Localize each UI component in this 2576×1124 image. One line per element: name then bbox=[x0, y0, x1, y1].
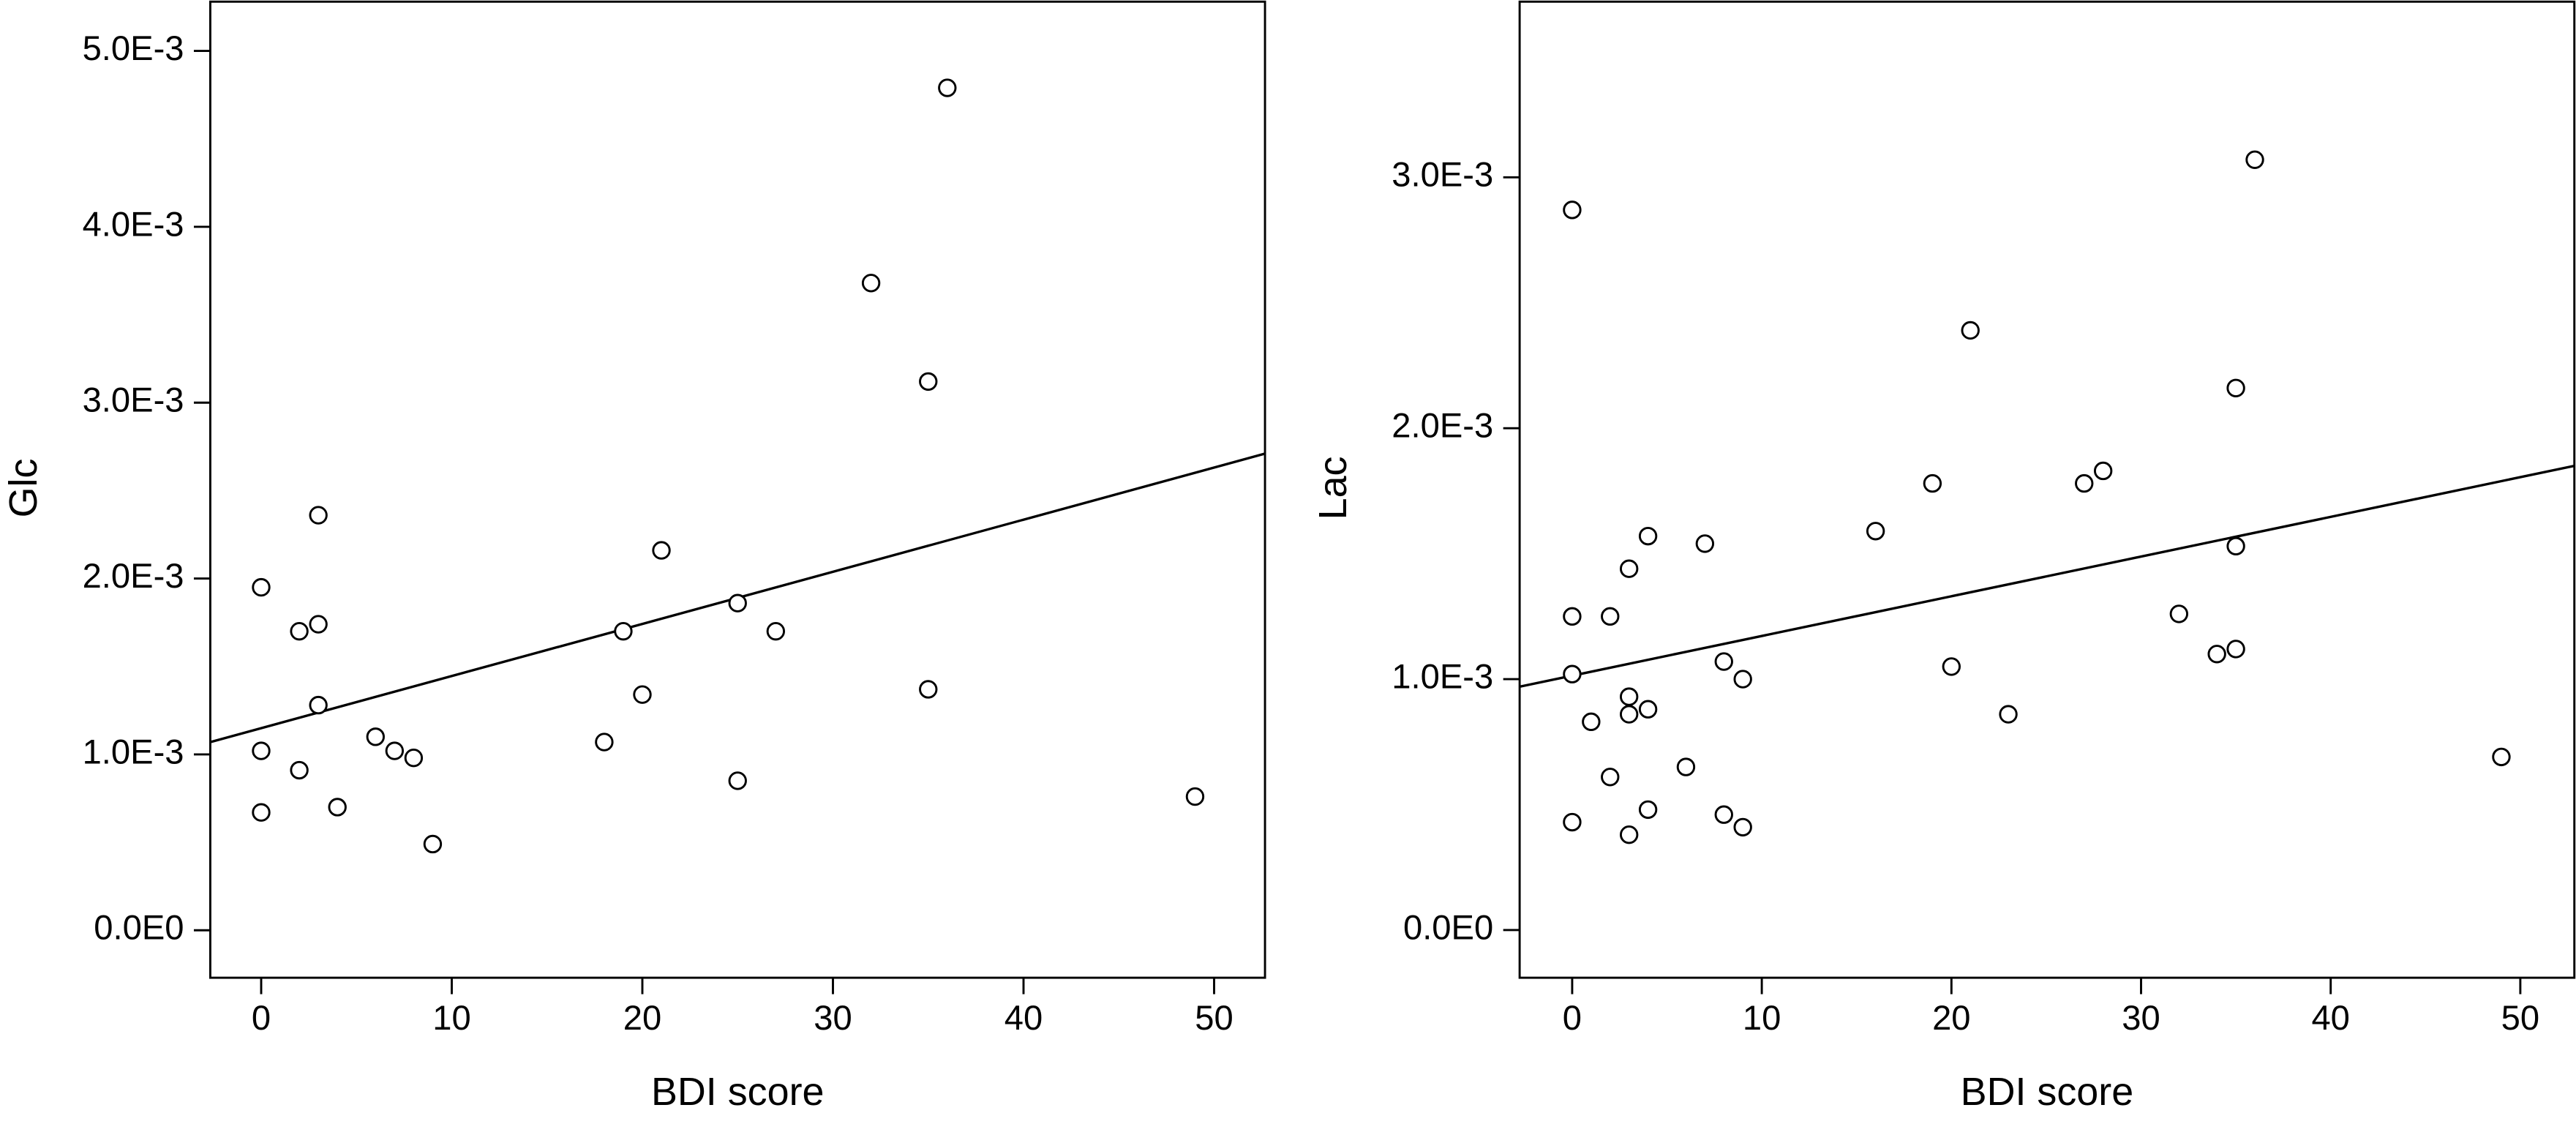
x-tick-label: 20 bbox=[623, 998, 661, 1037]
point bbox=[2093, 461, 2113, 481]
x-tick-label: 40 bbox=[2311, 998, 2349, 1037]
point bbox=[728, 771, 747, 790]
y-tick-label: 2.0E-3 bbox=[1392, 406, 1493, 445]
point bbox=[1563, 201, 1582, 220]
point bbox=[1733, 670, 1752, 689]
y-tick-label: 5.0E-3 bbox=[83, 29, 184, 67]
x-axis-label: BDI score bbox=[651, 1070, 825, 1114]
y-tick-label: 4.0E-3 bbox=[83, 204, 184, 243]
panel: 0.0E0 1.0E-3 2.0E-3 3.0E-3 4.0E-3 5.0E-3 0 10 20… bbox=[1, 0, 1266, 1114]
point bbox=[252, 577, 271, 597]
point bbox=[2226, 378, 2245, 398]
y-tick-label: 1.0E-3 bbox=[1392, 657, 1493, 696]
point bbox=[1563, 664, 1582, 683]
point bbox=[1563, 812, 1582, 832]
point bbox=[614, 621, 633, 641]
point bbox=[290, 621, 309, 641]
point bbox=[1601, 768, 1620, 787]
point bbox=[919, 372, 938, 391]
point bbox=[2492, 747, 2511, 767]
point bbox=[328, 798, 347, 817]
point bbox=[309, 506, 328, 525]
point bbox=[1185, 787, 1205, 806]
point bbox=[1619, 825, 1639, 844]
point bbox=[1733, 817, 1752, 837]
point bbox=[2226, 640, 2245, 659]
point bbox=[252, 803, 271, 822]
point bbox=[252, 741, 271, 760]
point bbox=[861, 274, 881, 293]
fit-line bbox=[1519, 464, 2575, 689]
point bbox=[2226, 536, 2245, 556]
point bbox=[1638, 800, 1658, 820]
point bbox=[1563, 607, 1582, 626]
y-tick-label: 0.0E0 bbox=[94, 908, 184, 947]
x-tick-label: 0 bbox=[252, 998, 271, 1037]
point bbox=[2207, 645, 2226, 664]
point bbox=[1619, 559, 1639, 578]
point bbox=[1676, 757, 1696, 776]
panel: 0.0E0 1.0E-3 2.0E-3 3.0E-3 0 10 20 30 40 50 BDI sc… bbox=[1311, 0, 2576, 1114]
point bbox=[1638, 526, 1658, 546]
x-tick-label: 10 bbox=[1743, 998, 1781, 1037]
point bbox=[2075, 473, 2094, 493]
x-tick-label: 10 bbox=[432, 998, 470, 1037]
x-tick-label: 30 bbox=[814, 998, 852, 1037]
plot-frame bbox=[1518, 0, 2576, 979]
point bbox=[385, 741, 405, 760]
point bbox=[1582, 712, 1601, 732]
y-tick-label: 1.0E-3 bbox=[83, 732, 184, 771]
plot-frame bbox=[209, 0, 1266, 979]
point bbox=[919, 680, 938, 699]
point bbox=[938, 78, 957, 97]
point bbox=[1942, 657, 1961, 676]
point bbox=[595, 733, 614, 752]
point bbox=[1866, 522, 1885, 541]
y-axis-label: Lac bbox=[1311, 457, 1355, 520]
y-axis-label: Glc bbox=[1, 459, 45, 518]
point bbox=[309, 615, 328, 634]
point bbox=[423, 834, 443, 854]
point bbox=[1619, 705, 1639, 724]
x-axis-label: BDI score bbox=[1961, 1070, 2134, 1114]
point bbox=[1638, 700, 1658, 719]
y-tick-label: 2.0E-3 bbox=[83, 556, 184, 595]
point bbox=[2169, 604, 2189, 623]
point bbox=[1961, 321, 1980, 340]
point bbox=[1601, 607, 1620, 626]
point bbox=[2245, 150, 2264, 169]
x-tick-label: 0 bbox=[1563, 998, 1582, 1037]
x-tick-label: 30 bbox=[2122, 998, 2160, 1037]
x-tick-label: 40 bbox=[1005, 998, 1043, 1037]
point bbox=[309, 695, 328, 715]
y-tick-label: 3.0E-3 bbox=[1392, 155, 1493, 194]
point bbox=[633, 685, 652, 704]
point bbox=[1695, 534, 1715, 553]
point bbox=[652, 541, 671, 560]
x-tick-label: 50 bbox=[2501, 998, 2539, 1037]
point bbox=[1714, 805, 1733, 824]
point bbox=[366, 727, 385, 746]
y-tick-label: 3.0E-3 bbox=[83, 381, 184, 419]
point bbox=[404, 749, 424, 768]
x-tick-label: 20 bbox=[1932, 998, 1970, 1037]
x-tick-label: 50 bbox=[1195, 998, 1233, 1037]
point bbox=[1714, 652, 1733, 671]
point bbox=[1619, 687, 1639, 706]
point bbox=[1999, 705, 2018, 724]
point bbox=[290, 760, 309, 780]
point bbox=[728, 593, 747, 612]
y-tick-label: 0.0E0 bbox=[1403, 907, 1493, 946]
point bbox=[1923, 473, 1942, 493]
point bbox=[766, 621, 786, 641]
